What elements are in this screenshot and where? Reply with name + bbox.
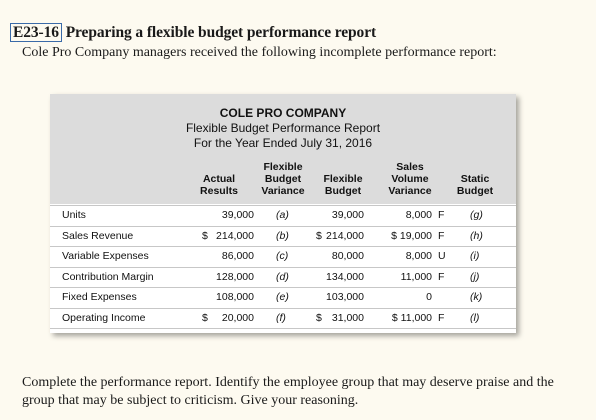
row-label: Variable Expenses [62,250,149,262]
actual-value: 20,000 [221,311,254,324]
variance-flag: F [438,270,445,283]
table-row: Fixed Expenses 108,000 (e) 103,000 0 (k) [50,287,516,307]
sales-volume-variance-value: 0 [426,291,432,303]
sales-volume-variance-value: 8,000 [405,209,432,221]
exercise-title: Preparing a flexible budget performance … [65,24,377,41]
report-subtitle: Flexible Budget Performance Report [185,121,381,135]
flexible-budget-variance-value: (d) [276,270,289,283]
flexible-budget-value: 103,000 [326,291,364,303]
table-row: Contribution Margin 128,000 (d) 134,000 11,0… [50,267,516,287]
flexible-budget-variance-value: (a) [276,209,289,221]
sales-volume-variance-value: 8,000 [405,250,432,262]
report-header-band [50,94,516,204]
table-row: Operating Income $20,000 (f) $31,000 $ 11,00… [50,308,516,328]
flexible-budget-variance-value: (e) [276,291,289,303]
exercise-instructions: Complete the performance report. Identif… [22,375,554,408]
actual-dollar-sign: $ [202,311,208,324]
flex-dollar-sign: $ [316,311,322,324]
row-divider [50,328,516,329]
table-row: Sales Revenue $214,000 (b) $214,000 $ 19,000… [50,226,516,246]
static-budget-value: (k) [470,291,483,303]
row-divider [50,287,516,288]
static-budget-value: (i) [470,250,480,262]
report-period: For the Year Ended July 31, 2016 [193,136,373,150]
flexible-budget-variance-value: (f) [276,311,286,324]
actual-value: 214,000 [216,229,254,242]
static-budget-value: (l) [470,311,480,324]
row-divider [50,246,516,247]
row-divider [50,266,516,268]
row-divider [50,307,516,309]
actual-value: 39,000 [221,209,254,221]
table-row: Variable Expenses 86,000 (c) 80,000 8,000 U (i… [50,246,516,266]
performance-report: COLE PRO COMPANY Flexible Budget Perform… [50,94,516,333]
row-label: Operating Income [62,311,146,324]
row-label: Units [62,209,86,221]
flexible-budget-value: 31,000 [331,311,364,324]
sales-volume-variance-value: $ 11,000 [391,311,432,324]
flexible-budget-value: 134,000 [326,270,364,283]
static-budget-value: (j) [470,270,480,283]
exercise-intro: Cole Pro Company managers received the f… [22,45,497,60]
actual-value: 86,000 [221,250,254,262]
exercise-heading: E23-16 Preparing a flexible budget perfo… [10,23,377,42]
variance-flag: F [438,209,445,221]
flexible-budget-value: 214,000 [326,229,364,242]
exercise-number: E23-16 [10,23,62,42]
flexible-budget-value: 39,000 [331,209,364,221]
static-budget-value: (g) [470,209,483,221]
flex-dollar-sign: $ [316,229,322,242]
actual-value: 108,000 [216,291,254,303]
flexible-budget-variance-value: (b) [276,229,289,242]
flexible-budget-variance-value: (c) [276,250,289,262]
variance-flag: F [438,229,445,242]
actual-dollar-sign: $ [202,229,208,242]
report-company: COLE PRO COMPANY [219,106,347,120]
flexible-budget-value: 80,000 [331,250,364,262]
sales-volume-variance-value: 11,000 [400,270,432,283]
actual-value: 128,000 [216,270,254,283]
row-label: Sales Revenue [62,229,134,242]
row-divider [50,225,516,227]
row-divider [50,205,516,206]
static-budget-value: (h) [470,229,483,242]
table-row: Units 39,000 (a) 39,000 8,000 F (g) [50,205,516,225]
row-label: Fixed Expenses [62,291,137,303]
sales-volume-variance-value: $ 19,000 [391,229,432,242]
row-label: Contribution Margin [62,270,154,283]
variance-flag: F [438,311,445,324]
variance-flag: U [438,250,446,262]
